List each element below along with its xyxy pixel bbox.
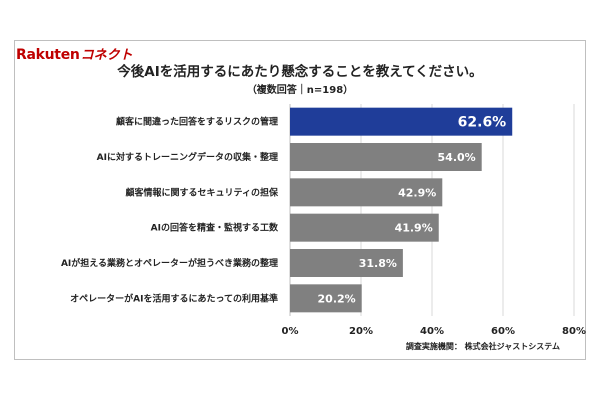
- bar: [290, 107, 513, 136]
- rakuten-connect-logo: Rakuten コネクト: [16, 48, 133, 66]
- bar-value-label: 20.2%: [318, 292, 356, 305]
- category-label: 顧客に間違った回答をするリスクの管理: [116, 116, 278, 128]
- x-tick-label: 40%: [420, 326, 444, 337]
- bar-value-label: 31.8%: [359, 257, 397, 270]
- category-label: 顧客情報に関するセキュリティの担保: [126, 186, 279, 198]
- grid-lines: [289, 104, 575, 316]
- x-axis-ticks: 0% 20% 40% 60% 80%: [282, 326, 586, 337]
- category-label: AIの回答を精査・監視する工数: [151, 222, 279, 234]
- source-note: 調査実施機関： 株式会社ジャストシステム: [405, 342, 560, 351]
- bar-value-label: 54.0%: [438, 151, 476, 164]
- bar: [290, 249, 403, 277]
- bar: [290, 143, 482, 171]
- x-tick-label: 60%: [491, 326, 515, 337]
- bars: 62.6% 54.0% 42.9% 41.9% 31.8% 20.2%: [290, 107, 513, 313]
- category-label: AIが担える業務とオペレーターが担うべき業務の整理: [61, 257, 278, 269]
- category-label: AIに対するトレーニングデータの収集・整理: [97, 151, 278, 163]
- category-labels: 顧客に間違った回答をするリスクの管理 AIに対するトレーニングデータの収集・整理顧…: [61, 116, 279, 305]
- category-label: オペレーターがAIを活用するにあたっての利用基準: [70, 292, 278, 304]
- x-tick-label: 80%: [562, 326, 586, 337]
- bar: [290, 213, 439, 242]
- x-tick-label: 0%: [282, 326, 299, 337]
- bar: [290, 284, 362, 313]
- bar-value-label: 41.9%: [395, 222, 433, 235]
- x-tick-label: 20%: [349, 326, 373, 337]
- bar: [290, 178, 443, 207]
- logo-product: コネクト: [80, 48, 133, 63]
- bar-value-label: 42.9%: [398, 186, 436, 199]
- bar-value-label: 62.6%: [458, 115, 507, 131]
- chart-subtitle: （複数回答｜n=198）: [246, 85, 354, 96]
- chart-title: 今後AIを活用するにあたり懸念することを教えてください。: [117, 64, 483, 80]
- logo-brand: Rakuten: [16, 47, 80, 63]
